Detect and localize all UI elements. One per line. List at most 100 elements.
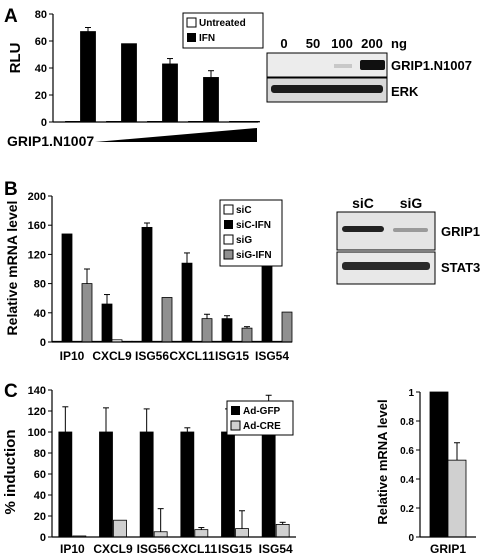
- panel-a-ylabel: RLU: [7, 43, 24, 74]
- dose-unit: ng: [391, 36, 407, 51]
- panel-c-bar: [58, 431, 73, 538]
- panel-c-y-tick-label: 40: [34, 490, 46, 502]
- panel-b-category-label: CXCL9: [92, 349, 132, 363]
- panel-b-category-label: ISG15: [215, 349, 249, 363]
- dose-wedge: [95, 128, 257, 142]
- panel-c-category-label: ISG54: [259, 542, 293, 556]
- dose-label-100: 100: [331, 36, 353, 51]
- panel-c-bar: [275, 524, 290, 538]
- blot-row-erk: ERK: [391, 84, 419, 99]
- dose-label-200: 200: [361, 36, 383, 51]
- legend-swatch-sig-ifn: [223, 249, 234, 260]
- panel-a-xlabel: GRIP1.N1007: [7, 133, 94, 149]
- panel-c-small-category-label: GRIP1: [430, 542, 466, 556]
- panel-a-bar: [162, 63, 178, 123]
- panel-c-small-bar: [429, 391, 449, 538]
- panel-b-category-label: ISG56: [135, 349, 169, 363]
- panel-a-blot: 0 50 100 200 ng GRIP1.N1007 ERK: [266, 36, 472, 103]
- legend-label-sig-ifn: siG-IFN: [236, 250, 272, 261]
- panel-c-bar: [235, 528, 249, 538]
- dose-label-50: 50: [306, 36, 320, 51]
- panel-c-bar: [180, 431, 195, 538]
- legend-label-sic: siC: [236, 205, 252, 216]
- panel-b-y-tick-label: 200: [28, 191, 46, 203]
- panel-b-bar: [61, 233, 73, 343]
- legend-swatch-ad-gfp: [231, 406, 240, 415]
- panel-b-bar: [241, 327, 253, 343]
- panel-c-legend: Ad-GFP Ad-CRE: [226, 400, 294, 436]
- panel-c-category-label: ISG15: [218, 542, 252, 556]
- panel-c-small-y-tick-label: 0: [408, 533, 414, 544]
- panel-b-blot: siC siG GRIP1 STAT3: [336, 195, 480, 285]
- panel-c-bar: [139, 431, 154, 538]
- legend-label-ad-gfp: Ad-GFP: [243, 406, 281, 417]
- panel-c-small-y-tick-label: 1: [408, 388, 414, 399]
- band: [342, 226, 384, 232]
- panel-a-y-tick-label: 40: [35, 63, 47, 75]
- dose-label-0: 0: [280, 36, 287, 51]
- panel-b-bar: [141, 226, 153, 343]
- band: [393, 228, 428, 232]
- panel-c-category-label: CXCL9: [93, 542, 133, 556]
- panel-c-small-chart: GRIP1 0 0.2 0.4 0.6 0.8 1 Relative mRNA level: [375, 388, 476, 556]
- panel-a-bar: [121, 43, 137, 123]
- panel-b-y-tick-label: 80: [34, 279, 46, 291]
- panel-c-small-y-tick-label: 0.4: [400, 475, 414, 486]
- panel-a-y-tick-label: 0: [41, 117, 47, 129]
- panel-c-small-y-tick-label: 0.8: [400, 417, 414, 428]
- band: [334, 64, 352, 68]
- lane-label-sig: siG: [400, 195, 423, 211]
- panel-b-y-tick-label: 0: [40, 337, 46, 349]
- panel-c-category-label: IP10: [60, 542, 85, 556]
- band: [360, 60, 385, 70]
- panel-b-bar: [101, 303, 113, 343]
- panel-label-c: C: [4, 381, 18, 402]
- panel-c-y-tick-label: 140: [28, 385, 46, 397]
- panel-b-bar: [181, 262, 193, 343]
- panel-b-legend: siC siC-IFN siG siG-IFN: [219, 199, 283, 267]
- panel-a-legend: Untreated IFN: [182, 12, 264, 49]
- panel-b-chart: IP10 CXCL9 ISG56 CXCL11 ISG15 ISG54 0 40 80 120 16…: [4, 191, 293, 363]
- blot-row-grip1: GRIP1: [441, 224, 480, 239]
- panel-b-bar: [221, 318, 233, 343]
- panel-c-small-ylabel: Relative mRNA level: [375, 399, 390, 524]
- panel-a-y-tick-label: 60: [35, 36, 47, 48]
- panel-b-category-label: CXCL11: [169, 349, 215, 363]
- legend-swatch-untreated: [186, 17, 197, 28]
- panel-c-bar: [221, 431, 235, 538]
- legend-label-untreated: Untreated: [199, 18, 246, 29]
- panel-c-small-y-tick-label: 0.2: [400, 504, 414, 515]
- legend-swatch-sig: [223, 234, 234, 245]
- legend-label-sic-ifn: siC-IFN: [236, 220, 271, 231]
- panel-c-y-tick-label: 120: [28, 406, 46, 418]
- panel-c-small-y-tick-label: 0.6: [400, 446, 414, 457]
- panel-c-bar: [113, 519, 127, 538]
- panel-c-bar: [153, 531, 168, 538]
- legend-swatch-sic-ifn: [224, 220, 233, 229]
- panel-label-a: A: [4, 6, 18, 27]
- panel-a-bar: [80, 31, 96, 123]
- lane-label-sic: siC: [352, 195, 374, 211]
- panel-c-y-tick-label: 100: [28, 427, 46, 439]
- legend-label-sig: siG: [236, 235, 252, 246]
- panel-a-y-tick-label: 20: [35, 90, 47, 102]
- legend-label-ifn: IFN: [199, 33, 215, 44]
- panel-c-chart: IP10 CXCL9 ISG56 CXCL11 ISG15 ISG54 0 20 40 60 80 1…: [2, 385, 296, 556]
- legend-swatch-ad-cre: [230, 420, 241, 431]
- panel-c-bar: [194, 529, 209, 538]
- panel-c-y-tick-label: 0: [40, 532, 46, 544]
- panel-b-bar: [161, 297, 173, 343]
- blot-row-stat3: STAT3: [441, 260, 480, 275]
- legend-swatch-ifn: [187, 33, 196, 42]
- panel-c-category-label: ISG56: [137, 542, 171, 556]
- panel-b-y-tick-label: 40: [34, 308, 46, 320]
- blot-row-grip1n1007: GRIP1.N1007: [391, 58, 472, 73]
- legend-swatch-sic: [223, 204, 234, 215]
- panel-b-category-label: IP10: [60, 349, 85, 363]
- panel-c-bar: [261, 431, 276, 538]
- panel-c-y-tick-label: 60: [34, 469, 46, 481]
- panel-b-bar: [201, 318, 213, 343]
- panel-c-bar: [99, 431, 113, 538]
- panel-label-b: B: [4, 179, 18, 200]
